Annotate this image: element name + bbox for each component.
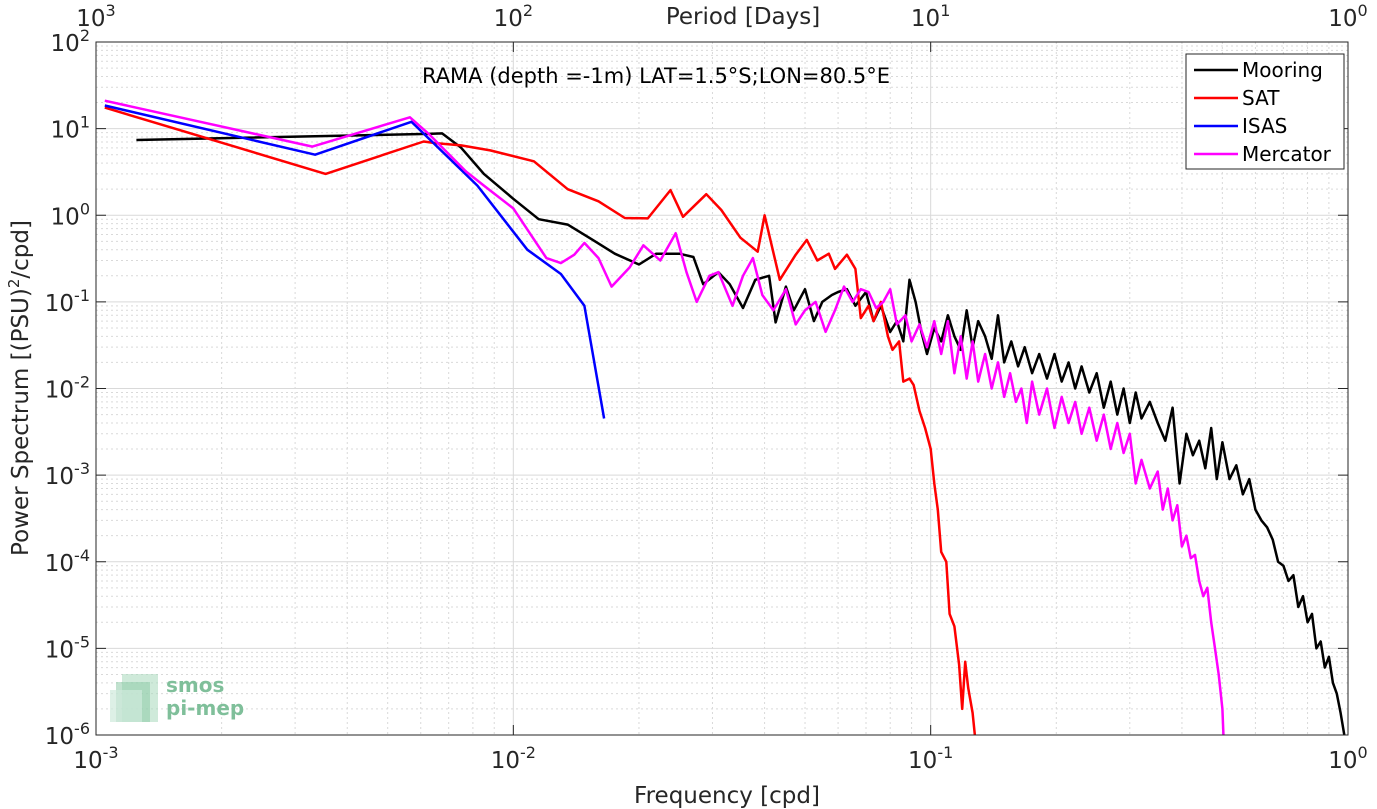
legend-label-mooring: Mooring [1242,58,1323,82]
x-tick-label-base: 10 [73,748,102,774]
y-axis-label-base: Power Spectrum [(PSU) [8,288,34,556]
legend-label-isas: ISAS [1242,114,1287,138]
x-tick-label-base: 10 [1328,748,1357,774]
y-tick-label: 10-5 [45,632,90,663]
top-tick-label-exp: 0 [1358,1,1368,20]
y-tick-label-exp: -4 [74,546,90,565]
top-tick-label-base: 10 [494,6,523,32]
y-tick-label: 10-1 [45,286,90,317]
y-tick-label: 100 [51,199,90,230]
x-tick-label-exp: 0 [1358,743,1368,762]
y-tick-label-base: 10 [51,31,80,57]
top-tick-label-base: 10 [76,6,105,32]
y-tick-label-base: 10 [45,637,74,663]
legend-box [1185,53,1345,170]
y-axis-label-sup: 2 [5,279,23,289]
y-tick-label-exp: -3 [74,459,90,478]
x-tick-label: 100 [1328,743,1367,774]
y-tick-label-exp: -5 [74,632,90,651]
y-tick-label-exp: -6 [74,719,90,738]
series-sat-line [104,106,977,735]
x-tick-label: 10-3 [73,743,118,774]
x-tick-label-base: 10 [491,748,520,774]
y-tick-label: 10-2 [45,373,90,404]
series-mooring-line [136,132,1346,735]
top-tick-label: 100 [1328,1,1367,32]
y-axis-label: Power Spectrum [(PSU)2/cpd] [5,220,34,556]
y-tick-label-exp: -1 [74,286,90,305]
series-isas-line [104,104,606,419]
top-tick-label-exp: 2 [523,1,533,20]
y-tick-label-exp: 2 [80,26,90,45]
x-tick-label-exp: -3 [103,743,119,762]
y-tick-label-base: 10 [45,291,74,317]
y-tick-label: 101 [51,113,90,144]
legend-label-sat: SAT [1242,86,1280,110]
y-tick-label-base: 10 [45,464,74,490]
y-tick-label-base: 10 [51,204,80,230]
y-tick-label: 10-4 [45,546,90,577]
x-tick-label-exp: -2 [520,743,536,762]
y-tick-label-base: 10 [45,551,74,577]
y-tick-label-exp: 0 [80,199,90,218]
top-tick-label: 101 [911,1,950,32]
x-tick-label-base: 10 [908,748,937,774]
legend-label-mercator: Mercator [1242,142,1332,166]
y-axis-label-tail: /cpd] [8,220,34,279]
y-tick-label: 102 [51,26,90,57]
y-tick-label: 10-3 [45,459,90,490]
series-mercator-line [104,99,1225,735]
x-tick-label-exp: -1 [937,743,953,762]
legend: Mooring SAT ISAS Mercator [1185,53,1345,170]
top-axis-label: Period [Days] [666,4,820,30]
top-tick-label-base: 10 [911,6,940,32]
x-tick-label: 10-1 [908,743,953,774]
top-tick-label-exp: 1 [940,1,950,20]
smos-logo: smos pi-mep [110,673,244,722]
top-tick-label: 103 [76,1,115,32]
y-tick-label-exp: -2 [74,373,90,392]
top-tick-label: 102 [494,1,533,32]
y-tick-label-base: 10 [45,724,74,750]
logo-text-smos: smos [166,673,224,697]
chart-title: RAMA (depth =-1m) LAT=1.5°S;LON=80.5°E [422,64,890,88]
y-tick-label-base: 10 [45,378,74,404]
smos-logo-icon [110,674,158,722]
logo-text-pi-mep: pi-mep [166,696,244,720]
x-tick-label: 10-2 [491,743,536,774]
series-layer [104,99,1346,735]
top-tick-label-base: 10 [1328,6,1357,32]
y-tick-label-base: 10 [51,118,80,144]
x-axis-label: Frequency [cpd] [634,783,820,809]
top-tick-label-exp: 3 [106,1,116,20]
y-tick-label-exp: 1 [80,113,90,132]
y-tick-label: 10-6 [45,719,90,750]
